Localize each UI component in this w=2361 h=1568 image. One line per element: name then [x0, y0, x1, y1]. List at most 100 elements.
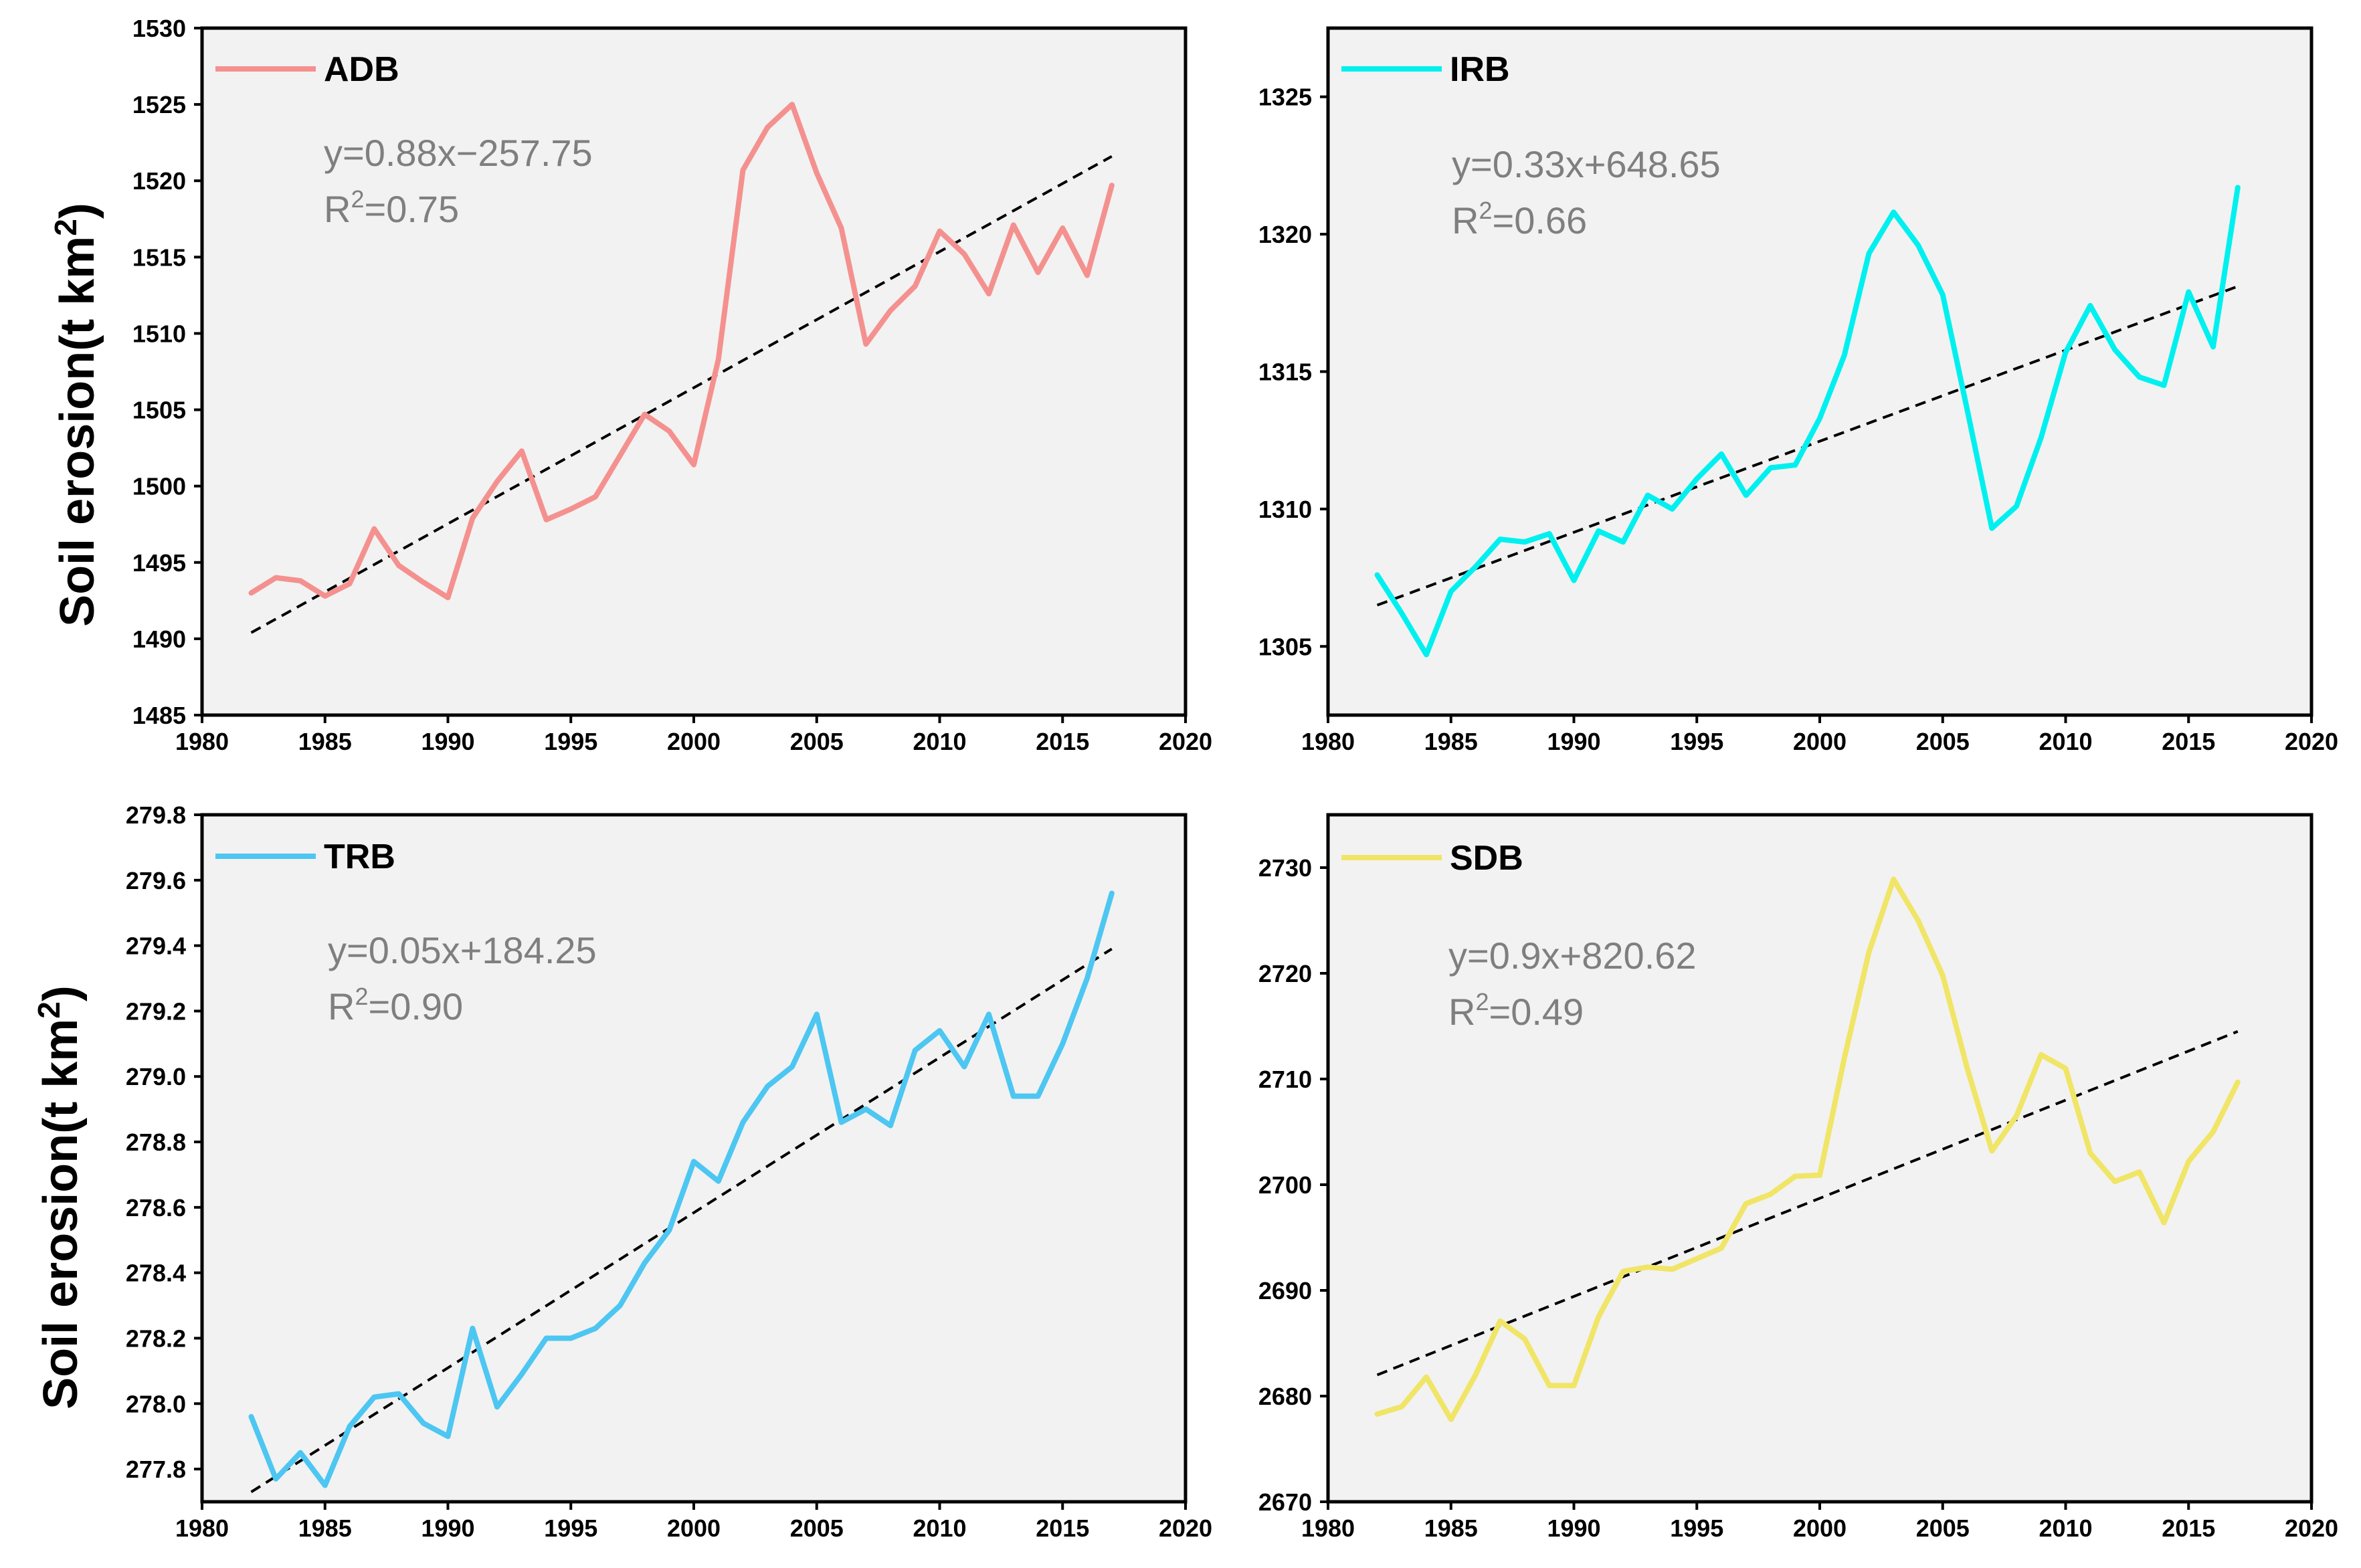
x-tick-label: 1995 — [544, 1514, 597, 1542]
x-tick-label: 2010 — [2039, 1514, 2092, 1542]
x-tick-label: 2015 — [1036, 728, 1089, 755]
x-tick-label: 1990 — [1547, 728, 1600, 755]
panel-sdb: 1980 1985 1990 1995 2000 2005 2010 2015 2020 2670… — [1258, 813, 2338, 1542]
x-tick-label: 2000 — [667, 1514, 721, 1542]
y-tick-label: 2730 — [1258, 854, 1312, 882]
x-tick-label: 1990 — [1547, 1514, 1600, 1542]
x-tick-label: 1980 — [175, 1514, 229, 1542]
x-tick-label: 1990 — [421, 1514, 474, 1542]
regression-equation: y=0.9x+820.62 — [1448, 935, 1697, 977]
x-tick-label: 2005 — [790, 728, 844, 755]
plot-area — [1328, 28, 2311, 715]
x-tick-label: 1985 — [298, 1514, 352, 1542]
x-tick-label: 2000 — [667, 728, 721, 755]
y-tick-label: 2720 — [1258, 960, 1312, 987]
y-tick-label: 1325 — [1258, 84, 1312, 111]
y-tick-label: 1305 — [1258, 633, 1312, 660]
panel-irb: 1980 1985 1990 1995 2000 2005 2010 2015 2020 1305… — [1258, 26, 2338, 755]
y-axis-title-bottom: Soil erosion(t km2) — [31, 985, 88, 1409]
x-tick-label: 1995 — [1670, 1514, 1723, 1542]
y-tick-label: 1495 — [132, 549, 186, 577]
plot-frame — [200, 813, 1188, 1504]
y-tick-label: 277.8 — [126, 1456, 186, 1483]
y-tick-label: 278.2 — [126, 1325, 186, 1352]
series-line-sdb — [1374, 876, 2241, 1422]
x-tick-label: 2005 — [1916, 728, 1970, 755]
x-tick-label: 1980 — [1301, 728, 1355, 755]
y-tick-label: 279.4 — [126, 933, 186, 960]
regression-equation: y=0.88x−257.75 — [324, 132, 593, 174]
r-squared: R2=0.66 — [1452, 197, 1587, 241]
x-tick-label: 1995 — [544, 728, 597, 755]
legend-label: TRB — [324, 838, 395, 876]
x-tick-label: 1995 — [1670, 728, 1723, 755]
x-tick-label: 2005 — [1916, 1514, 1970, 1542]
x-tick-label: 2010 — [2039, 728, 2092, 755]
y-tick-label: 279.0 — [126, 1063, 186, 1090]
y-tick-label: 1520 — [132, 167, 186, 195]
x-tick-label: 1990 — [421, 728, 474, 755]
x-tick-label: 2015 — [2162, 728, 2215, 755]
y-tick-label: 278.4 — [126, 1260, 186, 1287]
y-tick-label: 1485 — [132, 702, 186, 729]
series-line-irb — [1374, 185, 2241, 658]
x-tick-label: 2020 — [2285, 1514, 2338, 1542]
x-tick-label: 2015 — [2162, 1514, 2215, 1542]
y-tick-label: 278.6 — [126, 1194, 186, 1221]
y-tick-label: 278.0 — [126, 1390, 186, 1417]
x-tick-label: 2020 — [1159, 1514, 1212, 1542]
x-tick-label: 2000 — [1793, 1514, 1847, 1542]
regression-equation: y=0.05x+184.25 — [328, 929, 597, 971]
x-tick-label: 2020 — [1159, 728, 1212, 755]
y-tick-label: 1530 — [132, 15, 186, 42]
panel-trb: 1980 1985 1990 1995 2000 2005 2010 2015 2020 277.… — [126, 801, 1212, 1542]
x-tick-label: 1985 — [1424, 1514, 1478, 1542]
y-axis-title-top: Soil erosion(t km2) — [48, 203, 104, 627]
x-tick-label: 1985 — [298, 728, 352, 755]
y-tick-label: 1320 — [1258, 221, 1312, 248]
y-tick-label: 279.6 — [126, 867, 186, 894]
x-tick-label: 2005 — [790, 1514, 844, 1542]
x-tick-label: 2000 — [1793, 728, 1847, 755]
r-squared: R2=0.49 — [1448, 988, 1584, 1033]
y-tick-label: 1525 — [132, 91, 186, 118]
plot-frame — [1326, 813, 2313, 1504]
r-squared: R2=0.90 — [328, 983, 463, 1027]
legend-label: ADB — [324, 50, 399, 89]
r-squared: R2=0.75 — [324, 185, 459, 230]
y-tick-label: 1315 — [1258, 359, 1312, 386]
y-tick-label: 1310 — [1258, 496, 1312, 523]
trend-line — [1376, 1030, 2239, 1377]
x-tick-label: 2010 — [913, 1514, 966, 1542]
panel-adb: 1980 1985 1990 1995 2000 2005 2010 2015 2020 1485… — [132, 15, 1212, 755]
x-tick-label: 1980 — [1301, 1514, 1355, 1542]
x-tick-label: 2015 — [1036, 1514, 1089, 1542]
y-tick-label: 2710 — [1258, 1066, 1312, 1093]
legend-label: IRB — [1450, 50, 1510, 89]
trend-line — [250, 155, 1113, 634]
plot-area — [1328, 815, 2311, 1502]
plot-area — [202, 815, 1186, 1502]
regression-equation: y=0.33x+648.65 — [1452, 143, 1721, 185]
y-tick-label: 1500 — [132, 473, 186, 500]
plot-frame — [200, 26, 1188, 717]
y-tick-label: 2670 — [1258, 1488, 1312, 1516]
y-tick-label: 2700 — [1258, 1171, 1312, 1199]
y-tick-label: 1490 — [132, 625, 186, 653]
y-tick-label: 279.8 — [126, 801, 186, 829]
trend-line — [250, 947, 1113, 1494]
x-tick-label: 2020 — [2285, 728, 2338, 755]
y-tick-label: 1510 — [132, 320, 186, 347]
legend-label: SDB — [1450, 839, 1523, 878]
x-tick-label: 1980 — [175, 728, 229, 755]
x-tick-label: 1985 — [1424, 728, 1478, 755]
plot-area — [202, 28, 1186, 715]
y-tick-label: 1505 — [132, 397, 186, 424]
series-line-trb — [248, 890, 1115, 1488]
y-tick-label: 279.2 — [126, 997, 186, 1025]
y-tick-label: 1515 — [132, 243, 186, 271]
x-tick-label: 2010 — [913, 728, 966, 755]
y-tick-label: 2690 — [1258, 1277, 1312, 1304]
y-tick-label: 2680 — [1258, 1383, 1312, 1410]
